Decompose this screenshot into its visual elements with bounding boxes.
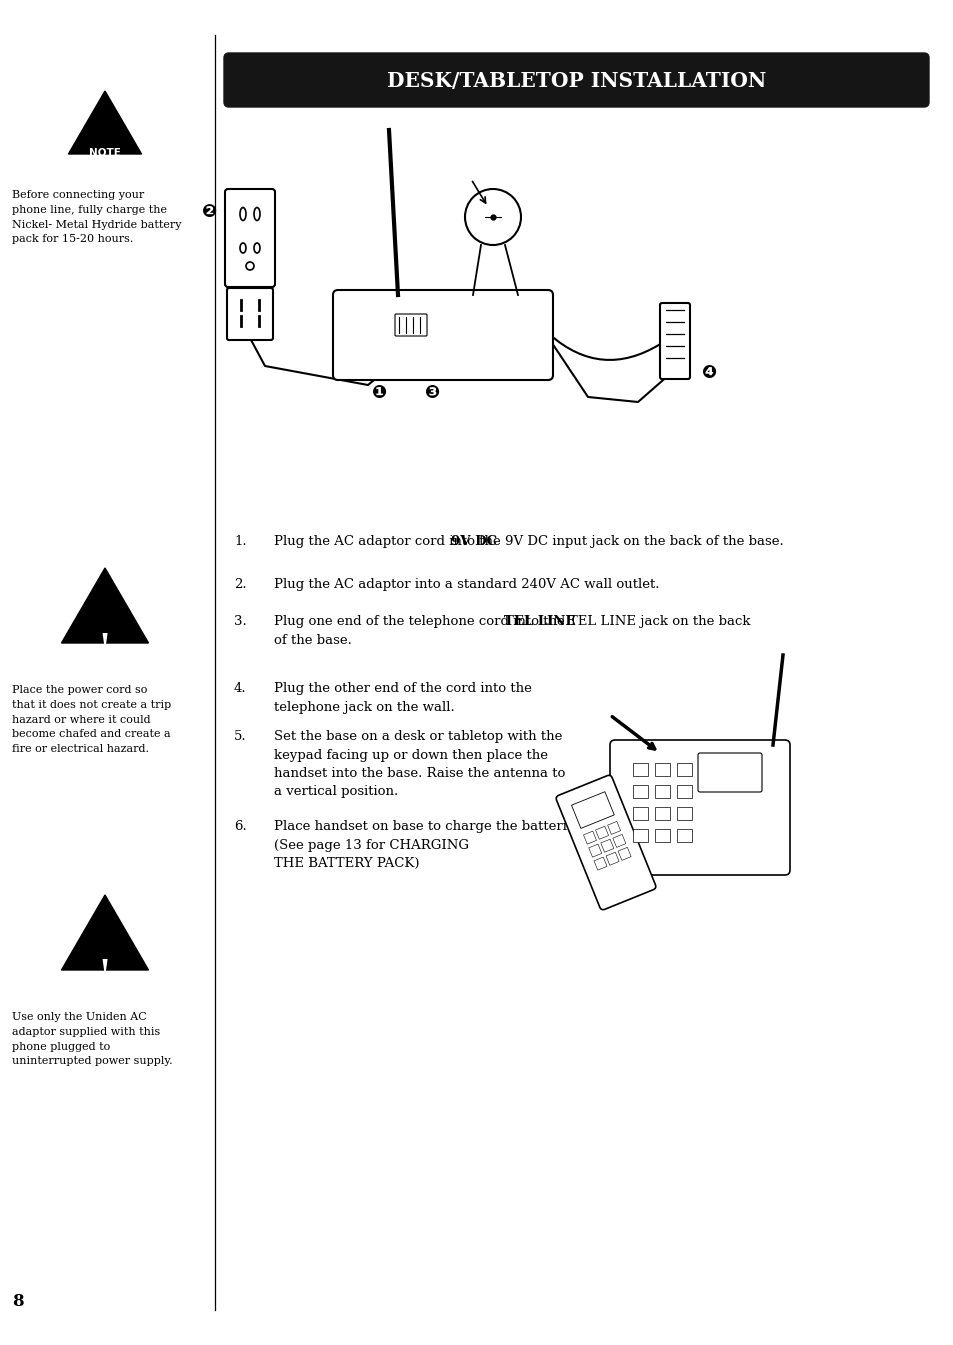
Text: ❸: ❸ — [425, 385, 440, 402]
Text: Plug the other end of the cord into the
telephone jack on the wall.: Plug the other end of the cord into the … — [274, 682, 532, 713]
FancyBboxPatch shape — [395, 313, 427, 336]
Bar — [571, 792, 614, 829]
Text: 6.: 6. — [233, 820, 247, 833]
Bar — [607, 822, 620, 834]
Bar — [655, 829, 669, 842]
Text: ❶: ❶ — [372, 385, 387, 402]
Text: !: ! — [99, 959, 111, 986]
Text: 1.: 1. — [233, 535, 247, 547]
FancyBboxPatch shape — [224, 52, 928, 108]
Bar — [594, 857, 606, 870]
FancyBboxPatch shape — [609, 740, 789, 876]
Polygon shape — [69, 91, 141, 153]
Text: 3.: 3. — [233, 615, 247, 628]
Text: NOTE: NOTE — [89, 148, 121, 157]
Bar — [583, 831, 596, 845]
Text: TEL LINE: TEL LINE — [503, 615, 575, 628]
Polygon shape — [61, 568, 149, 643]
Text: Place the power cord so
that it does not create a trip
hazard or where it could
: Place the power cord so that it does not… — [12, 685, 172, 755]
Text: Plug one end of the telephone cord into the TEL LINE jack on the back
of the bas: Plug one end of the telephone cord into … — [274, 615, 750, 647]
Text: 5.: 5. — [233, 730, 247, 742]
Ellipse shape — [246, 262, 253, 270]
Text: 2.: 2. — [233, 578, 247, 590]
Ellipse shape — [253, 243, 260, 253]
Bar — [655, 785, 669, 798]
Text: Plug the AC adaptor cord into the 9V DC input jack on the back of the base.: Plug the AC adaptor cord into the 9V DC … — [274, 535, 783, 547]
Text: 9V DC: 9V DC — [451, 535, 497, 547]
Text: Set the base on a desk or tabletop with the
keypad facing up or down then place : Set the base on a desk or tabletop with … — [274, 730, 565, 799]
Bar — [618, 847, 631, 861]
Bar — [677, 829, 691, 842]
Bar — [612, 834, 625, 847]
Ellipse shape — [240, 243, 246, 253]
FancyBboxPatch shape — [333, 291, 553, 381]
Ellipse shape — [240, 207, 246, 221]
FancyBboxPatch shape — [556, 775, 655, 909]
Text: 4.: 4. — [233, 682, 247, 695]
Text: ❷: ❷ — [202, 203, 217, 221]
Bar — [633, 829, 647, 842]
Bar — [677, 807, 691, 820]
Text: ❹: ❹ — [701, 364, 717, 382]
Polygon shape — [61, 894, 149, 970]
Bar — [633, 807, 647, 820]
Text: Place handset on base to charge the batteries
(See page 13 for CHARGING
THE BATT: Place handset on base to charge the batt… — [274, 820, 580, 870]
FancyBboxPatch shape — [698, 753, 761, 792]
Bar — [677, 785, 691, 798]
FancyBboxPatch shape — [659, 303, 689, 379]
Bar — [655, 763, 669, 776]
Text: DESK/TABLETOP INSTALLATION: DESK/TABLETOP INSTALLATION — [387, 71, 765, 91]
Bar — [655, 807, 669, 820]
Bar — [605, 853, 618, 865]
Bar — [600, 839, 613, 853]
Bar — [633, 785, 647, 798]
Bar — [677, 763, 691, 776]
Text: Plug the AC adaptor into a standard 240V AC wall outlet.: Plug the AC adaptor into a standard 240V… — [274, 578, 659, 590]
FancyBboxPatch shape — [227, 288, 273, 340]
Text: 8: 8 — [12, 1293, 24, 1310]
Text: Use only the Uniden AC
adaptor supplied with this
phone plugged to
uninterrupted: Use only the Uniden AC adaptor supplied … — [12, 1011, 172, 1067]
Text: !: ! — [99, 632, 111, 659]
Bar — [588, 845, 601, 857]
Ellipse shape — [253, 207, 260, 221]
Bar — [633, 763, 647, 776]
Bar — [595, 826, 608, 839]
FancyBboxPatch shape — [225, 190, 274, 286]
Circle shape — [464, 190, 520, 245]
Text: Before connecting your
phone line, fully charge the
Nickel- Metal Hydride batter: Before connecting your phone line, fully… — [12, 190, 181, 245]
